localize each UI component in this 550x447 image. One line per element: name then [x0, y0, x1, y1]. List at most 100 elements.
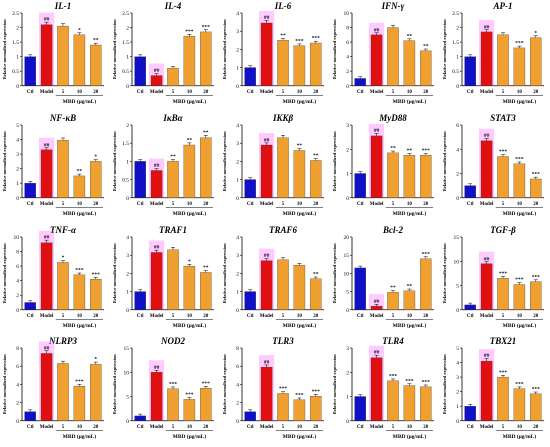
significance-label: ***: [312, 389, 321, 395]
bar-20: [200, 31, 212, 86]
bar-10: [293, 45, 306, 86]
bar-model: [40, 353, 53, 422]
chart-panel-il-4: IL-4 Relative normalized expression 0 0.5 1 1…: [112, 1, 214, 105]
y-tick-label: 2: [126, 26, 129, 32]
x-tick-label: 10: [297, 202, 303, 207]
x-tick-label: 5: [62, 313, 65, 318]
x-tick-label: 5: [172, 425, 175, 430]
bar-10: [403, 40, 416, 86]
y-tick-label: 1: [126, 55, 129, 61]
x-tick-label: Model: [260, 313, 274, 318]
y-tick-label: 0: [126, 307, 129, 313]
y-axis-label: Relative normalized expression: [112, 354, 117, 414]
y-tick-label: 1.5: [122, 141, 129, 147]
chart-title: IL-4: [164, 1, 182, 11]
significance-label: *: [94, 154, 97, 160]
y-axis-label: Relative normalized expression: [2, 131, 7, 191]
significance-label: **: [280, 33, 286, 39]
x-tick-label: 10: [407, 313, 413, 318]
x-tick-label: 20: [533, 90, 539, 95]
x-tick-label: 5: [392, 313, 395, 318]
y-tick-label: 0: [346, 419, 349, 425]
x-tick-label: 20: [533, 202, 539, 207]
y-tick-label: 2: [346, 147, 349, 153]
bar-model: [370, 34, 383, 86]
significance-label: ***: [515, 41, 524, 47]
y-tick-label: 5: [16, 123, 19, 129]
significance-label: ##: [374, 128, 380, 134]
y-axis-label: Relative normalized expression: [2, 354, 7, 414]
chart-title: IKKβ: [272, 113, 294, 123]
significance-label: **: [313, 271, 319, 277]
significance-label: ***: [532, 387, 541, 393]
significance-label: ***: [389, 374, 398, 380]
significance-label: ***: [202, 24, 211, 30]
x-tick-label: Ctl: [247, 90, 254, 95]
bar-model: [40, 149, 53, 198]
x-tick-label: Ctl: [357, 90, 364, 95]
x-axis-label: MBD (μg/mL): [283, 98, 317, 105]
bar-20: [310, 42, 322, 86]
y-tick-label: 8: [16, 249, 19, 255]
y-tick-label: 0: [236, 84, 239, 90]
y-tick-label: 3: [346, 123, 349, 129]
x-tick-label: 20: [313, 202, 319, 207]
significance-label: **: [187, 137, 193, 143]
x-tick-label: 5: [172, 90, 175, 95]
y-tick-label: 0: [346, 307, 349, 313]
y-tick-label: 15: [124, 346, 130, 352]
x-tick-label: 10: [77, 425, 83, 430]
chart-panel-tlr4: TLR4 Relative normalized expression 0 1 2 3 Ct…: [332, 336, 434, 440]
bar-ctl: [354, 267, 366, 310]
bar-5: [497, 156, 509, 198]
significance-label: ##: [154, 244, 160, 250]
bar-model: [260, 22, 273, 86]
bar-20: [310, 278, 322, 310]
x-tick-label: 5: [62, 90, 65, 95]
x-tick-label: 20: [423, 313, 429, 318]
x-tick-label: Model: [150, 313, 164, 318]
significance-label: *: [94, 357, 97, 363]
y-tick-label: 8: [346, 26, 349, 32]
significance-label: ***: [295, 393, 304, 399]
y-tick-label: 10: [124, 371, 130, 377]
significance-label: **: [407, 148, 413, 154]
chart-panel-tnf-: TNF-α Relative normalized expression 0 2 4 6 8…: [2, 225, 104, 328]
y-tick-label: 4: [16, 383, 19, 389]
bar-model: [370, 305, 383, 310]
bar-model: [370, 357, 383, 422]
y-tick-label: 0: [236, 196, 239, 202]
x-tick-label: 20: [93, 202, 99, 207]
x-tick-label: 10: [297, 313, 303, 318]
chart-panel-traf1: TRAF1 Relative normalized expression 0 1 2 3 4…: [112, 225, 214, 328]
bar-model: [480, 361, 493, 422]
y-axis-label: Relative normalized expression: [222, 131, 227, 191]
y-axis-label: Relative normalized expression: [2, 242, 7, 302]
bar-10: [403, 385, 416, 422]
y-tick-label: 4: [236, 383, 239, 389]
significance-label: ***: [422, 148, 431, 154]
bar-ctl: [464, 56, 476, 86]
chart-panel-tlr3: TLR3 Relative normalized expression 0 2 4 6 8 C…: [222, 336, 324, 440]
bar-10: [403, 290, 416, 310]
significance-label: ***: [499, 370, 508, 376]
y-tick-label: 4: [236, 235, 239, 241]
bar-ctl: [134, 56, 146, 86]
y-tick-label: 0.5: [452, 69, 459, 75]
significance-label: **: [77, 168, 83, 174]
significance-label: **: [390, 284, 396, 290]
bar-5: [57, 139, 69, 198]
x-tick-label: Ctl: [467, 90, 474, 95]
x-tick-label: Model: [370, 313, 384, 318]
bar-5: [167, 388, 179, 422]
chart-title: TGF-β: [490, 225, 516, 235]
y-tick-label: 2: [236, 47, 239, 53]
y-axis-label: Relative normalized expression: [332, 131, 337, 191]
significance-label: ***: [185, 392, 194, 398]
x-tick-label: Model: [370, 425, 384, 430]
x-tick-label: Model: [260, 90, 274, 95]
bar-20: [310, 160, 322, 198]
chart-title: TNF-α: [50, 225, 77, 235]
chart-title: TLR3: [272, 336, 294, 346]
bar-model: [260, 144, 273, 198]
